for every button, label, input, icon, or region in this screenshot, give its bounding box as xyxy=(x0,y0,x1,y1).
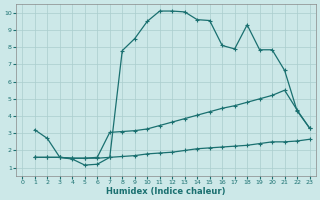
X-axis label: Humidex (Indice chaleur): Humidex (Indice chaleur) xyxy=(106,187,226,196)
